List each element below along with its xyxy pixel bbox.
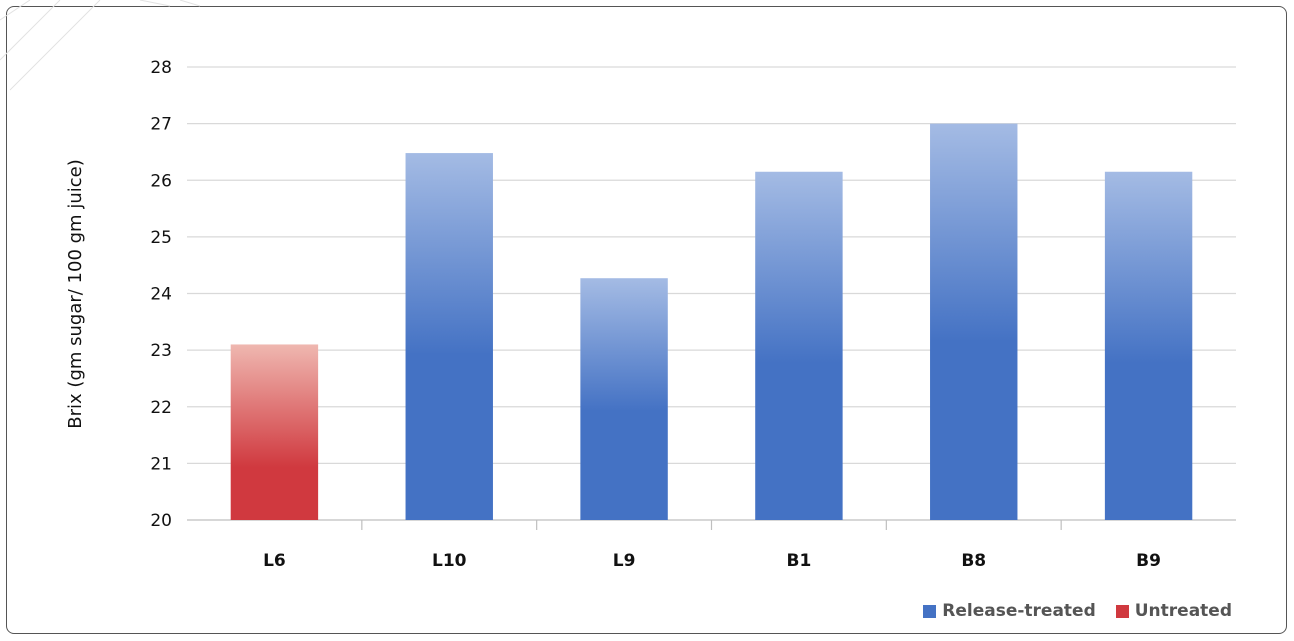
bar-b9	[1104, 171, 1193, 520]
y-tick-label: 28	[150, 58, 172, 78]
y-tick-label: 20	[150, 511, 172, 531]
x-tick-label-b8: B8	[961, 551, 986, 571]
legend-swatch-release-treated	[923, 604, 937, 618]
bar-b8	[930, 123, 1018, 520]
x-tick-label-l9: L9	[613, 551, 636, 571]
y-tick-label: 24	[150, 285, 172, 305]
bar-l10	[405, 153, 493, 520]
legend-label-release-treated: Release-treated	[942, 601, 1096, 621]
y-axis-label: Brix (gm sugar/ 100 gm juice)	[65, 159, 86, 428]
x-tick-label-b1: B1	[787, 551, 812, 571]
bar-l9	[580, 278, 668, 520]
legend-item-release-treated: Release-treated	[923, 601, 1096, 621]
bar-b1	[755, 171, 843, 520]
x-tick-label-l10: L10	[432, 551, 467, 571]
y-tick-label: 26	[150, 171, 172, 191]
y-tick-label: 25	[150, 228, 172, 248]
legend: Release-treated Untreated	[923, 601, 1232, 621]
y-tick-label: 23	[150, 341, 172, 361]
y-tick-label: 21	[150, 454, 172, 474]
legend-label-untreated: Untreated	[1134, 601, 1232, 621]
y-tick-label: 27	[150, 115, 172, 135]
bar-l6	[230, 344, 319, 520]
y-tick-label: 22	[150, 398, 172, 418]
legend-swatch-untreated	[1115, 604, 1129, 618]
x-tick-label-b9: B9	[1136, 551, 1161, 571]
x-tick-label-l6: L6	[263, 551, 286, 571]
legend-item-untreated: Untreated	[1115, 601, 1232, 621]
